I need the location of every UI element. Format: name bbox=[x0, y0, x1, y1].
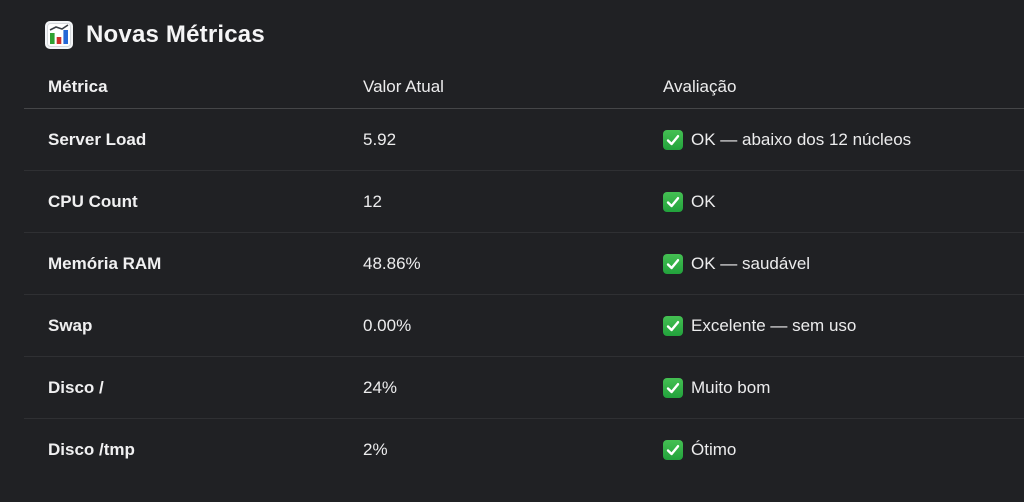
table-row: Swap 0.00% Excelente — sem uso bbox=[24, 294, 1024, 356]
metric-assessment: OK bbox=[663, 191, 1024, 212]
metric-name: Server Load bbox=[48, 129, 147, 149]
column-header-metric: Métrica bbox=[48, 77, 108, 96]
table-row: Server Load 5.92 OK — abaixo dos 12 núcl… bbox=[24, 109, 1024, 170]
check-mark-icon bbox=[663, 253, 683, 274]
metric-assessment: Muito bom bbox=[663, 377, 1024, 398]
metric-assessment: OK — saudável bbox=[663, 253, 1024, 274]
metric-name: Swap bbox=[48, 315, 93, 335]
metric-value: 5.92 bbox=[363, 129, 397, 149]
metrics-page: Novas Métricas Métrica Valor Atual Avali… bbox=[24, 18, 1024, 480]
metric-name: CPU Count bbox=[48, 191, 138, 211]
assessment-text: OK — saudável bbox=[691, 253, 811, 273]
metric-assessment: Excelente — sem uso bbox=[663, 315, 1024, 336]
check-mark-icon bbox=[663, 439, 683, 460]
table-body: Server Load 5.92 OK — abaixo dos 12 núcl… bbox=[24, 109, 1024, 480]
assessment-text: OK — abaixo dos 12 núcleos bbox=[691, 129, 912, 149]
assessment-text: Muito bom bbox=[691, 377, 771, 397]
page-title-text: Novas Métricas bbox=[86, 21, 265, 48]
assessment-text: OK bbox=[691, 191, 716, 211]
metric-assessment: Ótimo bbox=[663, 439, 1024, 460]
bar-chart-icon bbox=[44, 20, 74, 50]
metric-name: Disco / bbox=[48, 377, 104, 397]
table-row: CPU Count 12 OK bbox=[24, 170, 1024, 232]
metric-assessment: OK — abaixo dos 12 núcleos bbox=[663, 129, 1024, 150]
table-row: Memória RAM 48.86% OK — saudável bbox=[24, 232, 1024, 294]
metric-value: 0.00% bbox=[363, 315, 412, 335]
assessment-text: Excelente — sem uso bbox=[691, 315, 857, 335]
check-mark-icon bbox=[663, 315, 683, 336]
metric-value: 12 bbox=[363, 191, 382, 211]
table-header-row: Métrica Valor Atual Avaliação bbox=[24, 66, 1024, 109]
metric-value: 24% bbox=[363, 377, 398, 397]
metric-name: Disco /tmp bbox=[48, 439, 135, 459]
table-row: Disco / 24% Muito bom bbox=[24, 356, 1024, 418]
metric-value: 2% bbox=[363, 439, 388, 459]
page-title: Novas Métricas bbox=[44, 18, 1024, 52]
assessment-text: Ótimo bbox=[691, 439, 737, 459]
check-mark-icon bbox=[663, 377, 683, 398]
check-mark-icon bbox=[663, 129, 683, 150]
metrics-table: Métrica Valor Atual Avaliação Server Loa… bbox=[24, 66, 1024, 480]
column-header-valor: Valor Atual bbox=[363, 77, 444, 96]
metric-name: Memória RAM bbox=[48, 253, 162, 273]
table-row: Disco /tmp 2% Ótimo bbox=[24, 418, 1024, 480]
column-header-avaliacao: Avaliação bbox=[663, 77, 737, 96]
check-mark-icon bbox=[663, 191, 683, 212]
metric-value: 48.86% bbox=[363, 253, 421, 273]
